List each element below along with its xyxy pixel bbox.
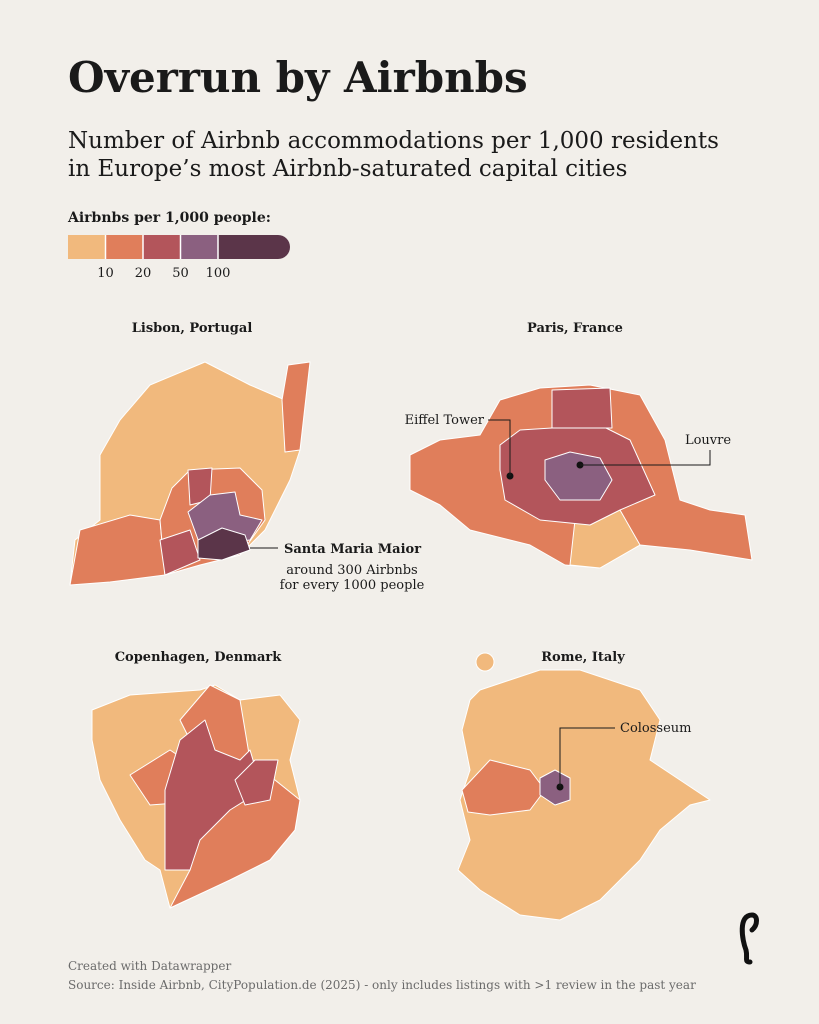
map-title: Lisbon, Portugal: [132, 321, 253, 336]
subtitle: in Europe’s most Airbnb-saturated capita…: [68, 156, 627, 182]
annotation-label: Santa Maria Maior: [284, 542, 421, 557]
district: [475, 652, 495, 672]
source: Source: Inside Airbnb, CityPopulation.de…: [68, 978, 696, 992]
district: [551, 387, 613, 429]
paris-map: [409, 384, 753, 569]
district: [159, 529, 201, 576]
credit: Created with Datawrapper: [68, 959, 231, 973]
legend-swatch: [143, 235, 181, 259]
title: Overrun by Airbnbs: [68, 53, 528, 102]
district: [461, 759, 546, 816]
legend-tick-label: 20: [135, 266, 152, 281]
district: [234, 759, 279, 806]
legend-swatch: [218, 235, 290, 259]
legend-swatch: [68, 235, 106, 259]
district: [457, 669, 711, 921]
annotation-note: for every 1000 people: [280, 578, 425, 593]
legend-tick-label: 50: [172, 266, 189, 281]
legend-swatch: [105, 235, 143, 259]
highlight-district: [197, 527, 251, 561]
rome-map: [457, 652, 711, 921]
leader-line: [559, 727, 615, 787]
map-title: Copenhagen, Denmark: [115, 650, 283, 665]
logo: [739, 912, 759, 965]
leader-line: [580, 450, 711, 466]
annotation-label: Louvre: [685, 433, 731, 448]
annotation-note: around 300 Airbnbs: [286, 563, 417, 578]
map-title: Rome, Italy: [541, 650, 625, 665]
copenhagen-map: [91, 684, 301, 909]
district: [281, 361, 311, 453]
legend-title: Airbnbs per 1,000 people:: [67, 210, 271, 226]
district: [544, 451, 613, 501]
district: [539, 769, 571, 806]
legend: 10 20 50 100: [68, 235, 290, 281]
legend-swatch: [180, 235, 218, 259]
legend-tick-label: 100: [206, 266, 231, 281]
leader-line: [488, 419, 511, 476]
annotation-label: Colosseum: [620, 721, 692, 736]
lisbon-map: [69, 361, 311, 586]
legend-tick-label: 10: [97, 266, 114, 281]
annotation-label: Eiffel Tower: [405, 413, 485, 428]
map-title: Paris, France: [527, 321, 623, 336]
subtitle: Number of Airbnb accommodations per 1,00…: [68, 128, 719, 154]
